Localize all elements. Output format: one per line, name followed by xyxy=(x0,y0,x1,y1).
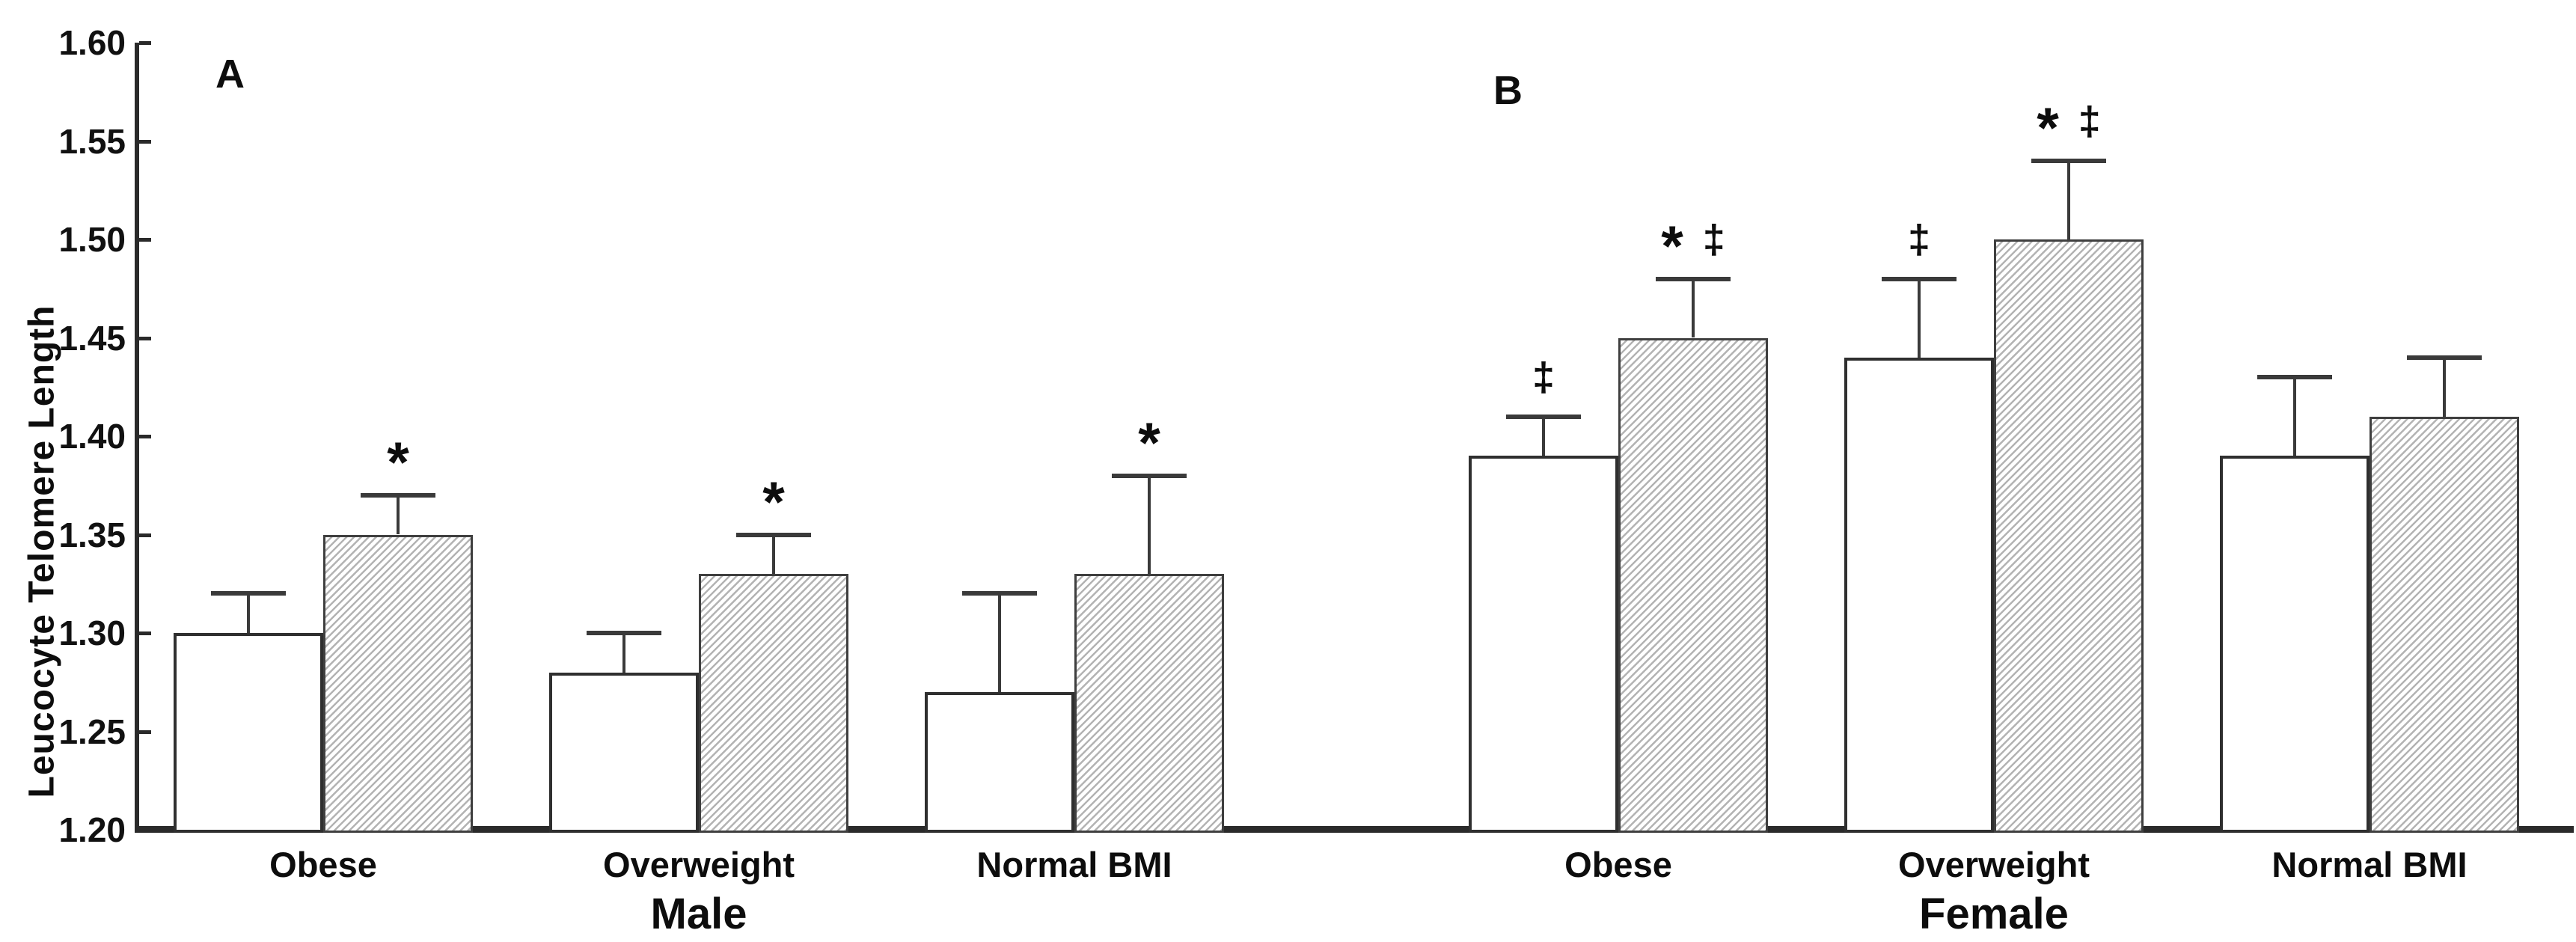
y-tick-label: 1.25 xyxy=(58,712,126,751)
y-tick-label: 1.40 xyxy=(58,417,126,456)
error-bar-cap xyxy=(2031,158,2106,163)
error-bar-cap xyxy=(962,591,1037,596)
error-bar-line xyxy=(998,593,1001,692)
error-bar-line xyxy=(2443,357,2446,417)
error-bar-cap xyxy=(1656,276,1731,281)
bar-hatched-male-obese xyxy=(323,534,473,833)
asterisk-marker: * xyxy=(2037,96,2059,160)
significance-marker: * ‡ xyxy=(2037,92,2101,160)
error-bar-cap xyxy=(361,492,435,498)
group-title-male: Male xyxy=(650,890,747,938)
y-axis-line xyxy=(135,43,139,833)
error-bar-cap xyxy=(2407,355,2482,360)
error-bar-cap xyxy=(736,532,811,537)
bar-hatched-female-obese xyxy=(1618,337,1768,833)
error-bar-line xyxy=(397,495,400,535)
y-tick xyxy=(139,41,151,45)
asterisk-marker: * xyxy=(762,470,785,534)
asterisk-marker: * xyxy=(387,430,409,495)
asterisk-marker: * xyxy=(1138,411,1160,475)
double-dagger-marker: ‡ xyxy=(1702,216,1725,262)
category-label-male-overweight: Overweight xyxy=(603,845,795,884)
category-label-male-normal-bmi: Normal BMI xyxy=(976,845,1172,884)
error-bar-cap xyxy=(211,591,286,596)
y-tick xyxy=(139,336,151,340)
significance-marker: * xyxy=(762,466,785,534)
significance-marker: * xyxy=(1138,407,1160,475)
category-label-female-normal-bmi: Normal BMI xyxy=(2271,845,2468,884)
y-tick-label: 1.35 xyxy=(58,515,126,554)
error-bar-line xyxy=(2293,377,2296,456)
error-bar-line xyxy=(1692,278,1695,338)
error-bar-cap xyxy=(1882,276,1957,281)
bar-open-female-overweight xyxy=(1844,357,1994,833)
error-bar-line xyxy=(1918,278,1921,358)
error-bar-line xyxy=(2067,160,2070,239)
category-label-female-obese: Obese xyxy=(1564,845,1672,884)
significance-marker: ‡ xyxy=(1908,210,1930,269)
y-tick xyxy=(139,139,151,144)
bar-hatched-male-overweight xyxy=(699,574,848,833)
significance-marker: ‡ xyxy=(1532,348,1555,406)
error-bar-cap xyxy=(587,631,661,635)
group-title-female: Female xyxy=(1919,890,2069,938)
y-tick xyxy=(139,828,151,832)
double-dagger-marker: ‡ xyxy=(1907,216,1931,262)
category-label-male-obese: Obese xyxy=(269,845,377,884)
error-bar-line xyxy=(622,633,625,673)
y-tick-label: 1.50 xyxy=(58,220,126,259)
error-bar-cap xyxy=(1506,414,1581,419)
significance-marker: * ‡ xyxy=(1661,210,1725,278)
y-tick xyxy=(139,533,151,537)
panel-label-a: A xyxy=(215,52,245,97)
bar-open-male-normal-bmi xyxy=(925,691,1074,833)
error-bar-line xyxy=(1148,475,1151,575)
y-tick-label: 1.30 xyxy=(58,614,126,652)
y-tick xyxy=(139,631,151,635)
y-tick xyxy=(139,238,151,242)
bar-open-male-obese xyxy=(174,633,323,833)
error-bar-line xyxy=(1542,416,1545,456)
bar-open-female-obese xyxy=(1469,456,1618,833)
bar-hatched-male-normal-bmi xyxy=(1074,574,1224,833)
bar-open-female-normal-bmi xyxy=(2220,456,2370,833)
y-tick-label: 1.20 xyxy=(58,810,126,849)
x-axis-line xyxy=(135,826,2574,833)
y-tick-label: 1.60 xyxy=(58,23,126,62)
double-dagger-marker: ‡ xyxy=(1532,354,1555,400)
y-tick xyxy=(139,730,151,734)
significance-marker: * xyxy=(387,426,409,495)
category-label-female-overweight: Overweight xyxy=(1898,845,2090,884)
error-bar-line xyxy=(247,593,250,633)
bar-open-male-overweight xyxy=(549,672,699,833)
y-tick-label: 1.55 xyxy=(58,121,126,161)
y-tick xyxy=(139,435,151,438)
y-tick-label: 1.45 xyxy=(58,318,126,358)
double-dagger-marker: ‡ xyxy=(2078,98,2101,144)
panel-label-b: B xyxy=(1493,68,1523,113)
error-bar-cap xyxy=(2257,375,2332,380)
error-bar-line xyxy=(772,534,775,575)
error-bar-cap xyxy=(1112,473,1187,478)
bar-hatched-female-overweight xyxy=(1994,239,2144,833)
bar-hatched-female-normal-bmi xyxy=(2370,416,2519,833)
asterisk-marker: * xyxy=(1661,214,1683,278)
